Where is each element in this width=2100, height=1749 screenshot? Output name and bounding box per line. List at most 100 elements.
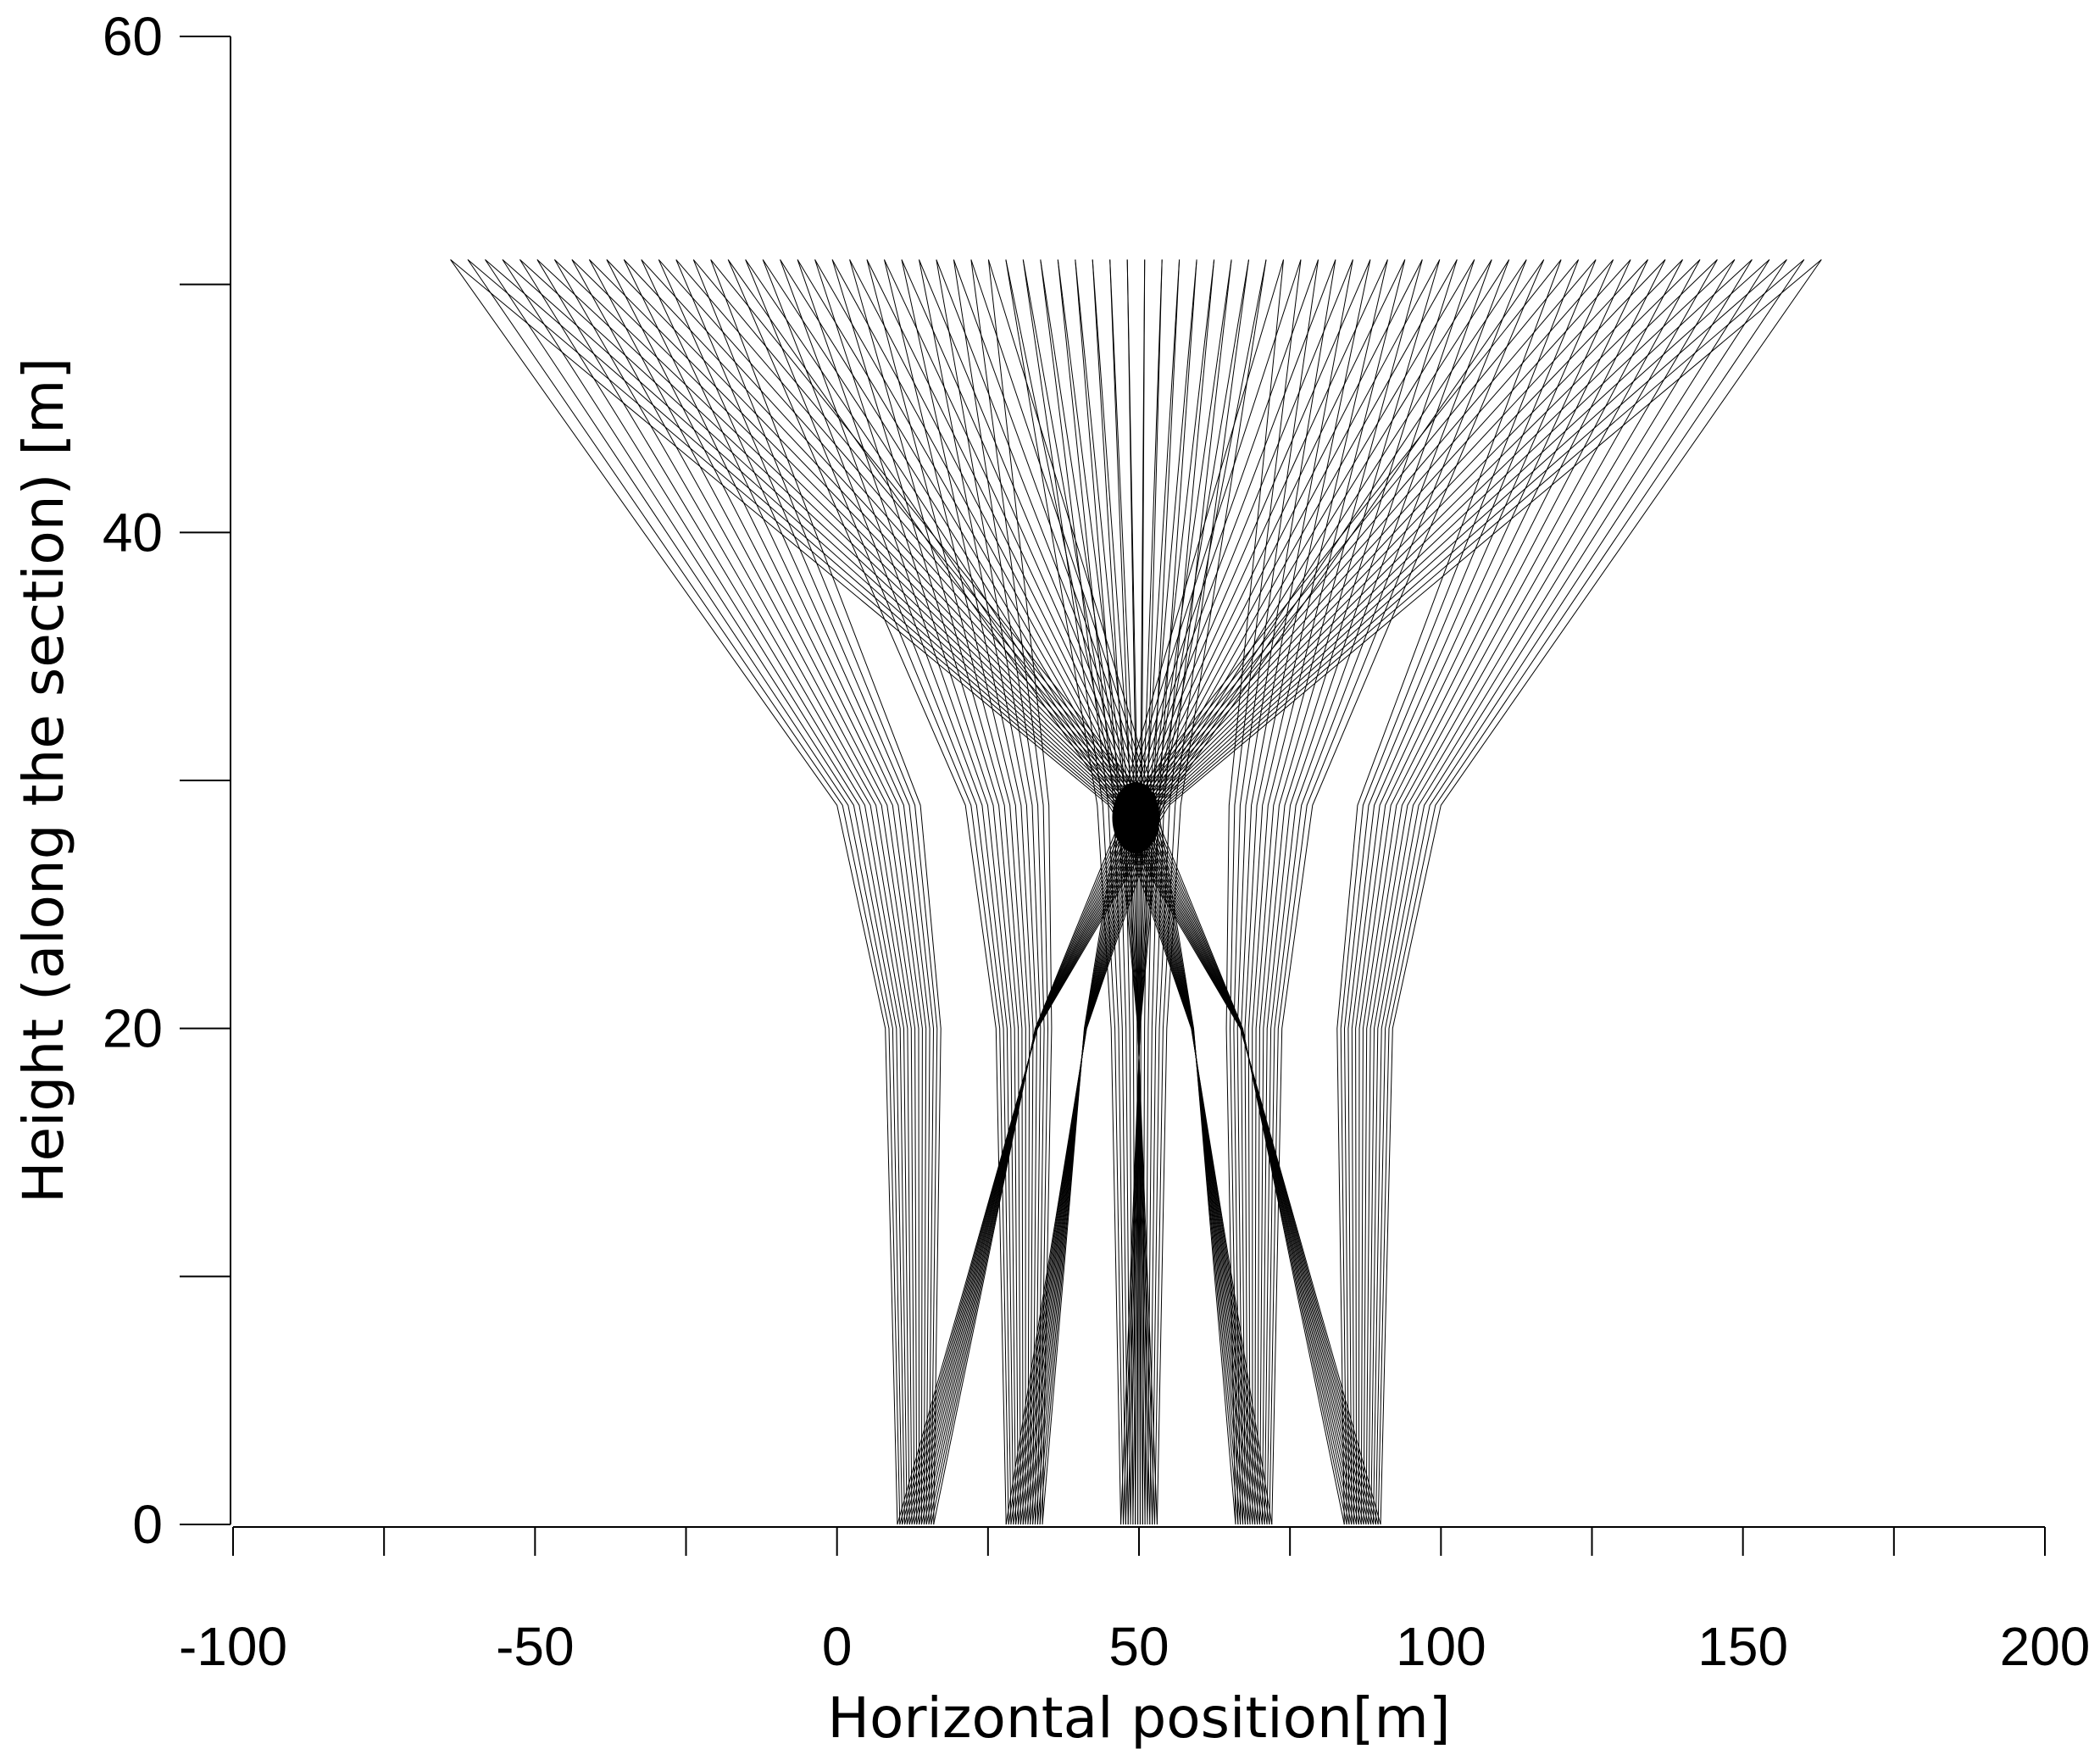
ray-path — [1336, 259, 1562, 1525]
ray-path — [554, 259, 1367, 1525]
ray-path — [710, 259, 942, 1525]
ray-path — [1225, 259, 1284, 1525]
ray-path — [916, 259, 1683, 1525]
ray-path — [571, 259, 915, 1525]
x-tick-label: -100 — [179, 1616, 287, 1677]
ray-path — [780, 259, 1265, 1525]
ray-path — [1343, 259, 1597, 1525]
ray-path — [589, 259, 1362, 1525]
ray-path — [1370, 259, 1753, 1525]
ray-path — [485, 259, 903, 1525]
ray-path — [901, 259, 1248, 1525]
ray-path — [1340, 259, 1580, 1525]
ray-path — [1027, 259, 1388, 1525]
ray-path — [745, 259, 1009, 1525]
ray-path — [553, 259, 913, 1525]
ray-path — [1008, 259, 1527, 1525]
ray-path — [1269, 259, 1527, 1525]
ray-path — [831, 259, 1258, 1525]
ray-path — [1257, 259, 1441, 1525]
ray-path — [1030, 259, 1371, 1525]
ray-path — [1149, 259, 1215, 1525]
ray-path — [897, 259, 1822, 1525]
ray-path — [692, 259, 1347, 1525]
ray-path — [1377, 259, 1805, 1525]
ray-path — [1005, 259, 1122, 1525]
axis-ticks — [180, 36, 2046, 1556]
ray-path — [1040, 259, 1126, 1525]
ray-path — [502, 259, 1374, 1525]
ray-path — [1363, 259, 1701, 1525]
ray-path — [849, 259, 1256, 1525]
ray-path — [899, 259, 1805, 1525]
ray-path — [1022, 259, 1423, 1525]
ray-path — [1042, 259, 1284, 1525]
ray-path — [623, 259, 923, 1525]
y-axis-title: Height (along the section) [m] — [11, 358, 76, 1203]
ray-path — [1005, 259, 1158, 1525]
ray-path — [641, 259, 927, 1525]
ray-path — [987, 259, 1053, 1525]
ray-path — [1109, 259, 1143, 1525]
ray-path — [884, 259, 1251, 1525]
ray-path — [1142, 259, 1163, 1525]
ray-path — [1373, 259, 1770, 1525]
ray-path — [970, 259, 1239, 1525]
y-tick-label: 20 — [103, 998, 163, 1059]
ray-path — [923, 259, 1631, 1525]
ray-path — [1130, 259, 1197, 1525]
ray-path — [1261, 259, 1475, 1525]
ray-path — [467, 259, 1379, 1525]
ray-path — [606, 259, 1359, 1525]
tick-labels: -100 -50 0 50 100 150 200 0 20 40 60 — [103, 6, 2091, 1677]
ray-path — [970, 259, 1049, 1525]
ray-path — [1019, 259, 1441, 1525]
ray-path — [1368, 259, 1736, 1525]
y-tick-label: 40 — [103, 502, 163, 563]
ray-path — [502, 259, 905, 1525]
x-axis-title: Horizontal position[m] — [827, 1685, 1450, 1749]
ray-path — [606, 259, 920, 1525]
ray-path — [519, 259, 908, 1525]
y-tick-label: 0 — [132, 1494, 163, 1555]
ray-path — [1015, 259, 1475, 1525]
ray-path — [1360, 259, 1683, 1525]
ray-path — [450, 259, 1381, 1525]
target-marker — [1112, 781, 1160, 853]
ray-path — [675, 259, 1350, 1525]
ray-path — [914, 259, 1701, 1525]
ray-path — [1266, 259, 1510, 1525]
ray-path — [1358, 259, 1666, 1525]
ray-path — [692, 259, 938, 1525]
ray-path — [1010, 259, 1510, 1525]
ray-path — [936, 259, 1042, 1525]
ray-path — [1075, 259, 1131, 1525]
ray-path — [1259, 259, 1458, 1525]
x-tick-label: 0 — [822, 1616, 853, 1677]
ray-path — [953, 259, 1242, 1525]
ray-path — [1005, 259, 1545, 1525]
ray-path — [1036, 259, 1319, 1525]
ray-path — [814, 259, 1019, 1525]
x-tick-label: 50 — [1108, 1616, 1169, 1677]
ray-path — [1355, 259, 1648, 1525]
ray-path — [762, 259, 1012, 1525]
ray-path — [902, 259, 1787, 1525]
ray-path — [920, 259, 1648, 1525]
ray-path — [1254, 259, 1423, 1525]
ray-path — [658, 259, 1353, 1525]
ray-path — [906, 259, 1753, 1525]
ray-path — [1347, 259, 1614, 1525]
x-tick-label: -50 — [496, 1616, 575, 1677]
ray-path — [1013, 259, 1492, 1525]
ray-path — [1380, 259, 1822, 1525]
ray-path — [904, 259, 1770, 1525]
ray-path — [1057, 259, 1151, 1525]
x-tick-label: 200 — [2000, 1616, 2091, 1677]
ray-path — [1264, 259, 1492, 1525]
ray-path — [571, 259, 1364, 1525]
ray-path — [814, 259, 1260, 1525]
ray-path — [1057, 259, 1129, 1525]
x-tick-label: 150 — [1697, 1616, 1788, 1677]
ray-path — [831, 259, 1021, 1525]
